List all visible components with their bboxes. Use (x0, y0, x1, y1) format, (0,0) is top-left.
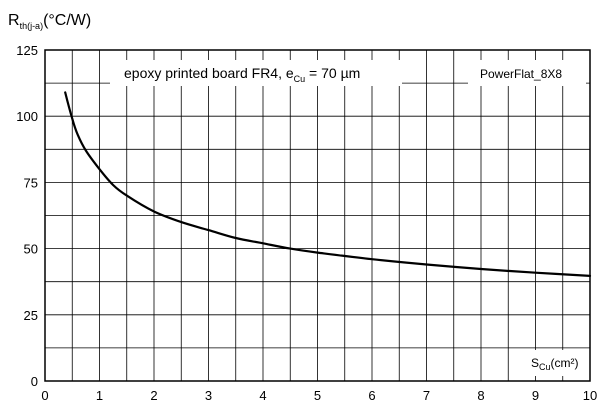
y-tick-label: 125 (16, 43, 38, 58)
annotation-bg (110, 60, 402, 86)
x-tick-labels: 0 1 2 3 4 5 6 7 8 9 10 (41, 388, 597, 403)
plot-frame (44, 49, 591, 382)
device-label-bg (468, 60, 586, 86)
y-axis-title-sub: th(j-a) (20, 21, 44, 31)
y-axis-title: Rth(j-a)(°C/W) (8, 12, 91, 31)
y-tick-label: 50 (24, 242, 38, 257)
x-tick-label: 8 (477, 388, 484, 403)
x-tick-label: 3 (205, 388, 212, 403)
x-tick-label: 9 (532, 388, 539, 403)
x-axis-title-sub: Cu (539, 362, 551, 372)
y-tick-labels: 0 25 50 75 100 125 (16, 43, 38, 389)
x-axis-title-unit: (cm²) (551, 356, 579, 370)
x-axis-title: SCu(cm²) (531, 356, 579, 372)
device-label: PowerFlat_8X8 (480, 67, 562, 81)
x-tick-label: 7 (423, 388, 430, 403)
board-annotation: epoxy printed board FR4, eCu = 70 µm (124, 65, 360, 84)
series-line (64, 91, 592, 277)
x-tick-label: 10 (583, 388, 597, 403)
y-tick-label: 25 (24, 308, 38, 323)
x-tick-label: 2 (150, 388, 157, 403)
y-tick-label: 100 (16, 109, 38, 124)
x-tick-label: 4 (259, 388, 266, 403)
xlabel-bg (527, 350, 589, 376)
board-annotation-sub: Cu (294, 74, 306, 84)
board-annotation-after: = 70 µm (305, 65, 360, 81)
y-axis-title-main: R (8, 12, 20, 29)
y-axis-title-unit: (°C/W) (43, 12, 91, 29)
x-tick-label: 6 (368, 388, 375, 403)
x-tick-label: 0 (41, 388, 48, 403)
board-annotation-text: epoxy printed board FR4, e (124, 65, 294, 81)
y-tick-label: 0 (31, 374, 38, 389)
y-tick-label: 75 (24, 175, 38, 190)
x-tick-label: 5 (314, 388, 321, 403)
x-axis-title-main: S (531, 356, 539, 370)
grid (45, 50, 590, 381)
x-tick-label: 1 (96, 388, 103, 403)
